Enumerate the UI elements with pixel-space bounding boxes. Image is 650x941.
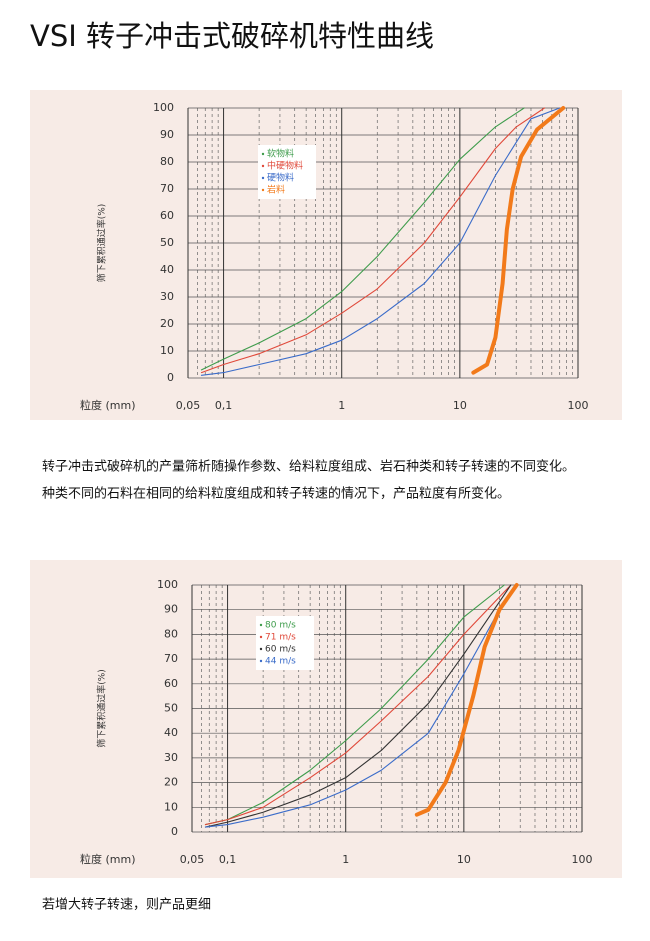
legend-marker [261,188,265,192]
x-tick-label: 0,05 [176,399,201,412]
y-tick-label: 20 [160,317,174,330]
y-axis-label: 筛下累积通过率(%) [96,204,108,283]
x-tick-label: 0,05 [180,853,205,866]
data-line [200,107,525,371]
x-tick-label: 10 [457,853,471,866]
chart-panel [30,560,622,878]
x-axis-label: 粒度 (mm) [80,398,136,412]
data-line [204,584,512,828]
data-line [204,584,512,826]
x-tick-label: 1 [342,853,349,866]
legend-marker [259,635,263,639]
data-line [414,583,519,817]
caption-line: 若增大转子转速，则产品更细 [42,897,211,913]
y-tick-label: 80 [164,627,178,640]
y-tick-label: 30 [160,290,174,303]
y-tick-label: 90 [164,603,178,616]
legend-marker [261,176,265,180]
legend-label: 硬物料 [267,172,294,184]
data-line [204,584,518,828]
y-tick-label: 60 [160,209,174,222]
legend-label: 80 m/s [265,621,296,631]
y-tick-label: 40 [164,726,178,739]
x-tick-label: 10 [453,399,467,412]
x-tick-label: 100 [572,853,593,866]
caption-line: 种类不同的石料在相同的给料粒度组成和转子转速的情况下，产品粒度有所变化。 [42,486,510,502]
legend-label: 软物料 [267,148,294,160]
data-line [200,107,545,374]
data-line [471,106,566,375]
y-tick-label: 30 [164,751,178,764]
legend-marker [259,647,263,651]
y-tick-label: 0 [171,825,178,838]
legend-box [258,145,316,199]
y-tick-label: 20 [164,776,178,789]
x-tick-label: 100 [568,399,589,412]
y-tick-label: 80 [160,155,174,168]
y-tick-label: 70 [160,182,174,195]
x-tick-label: 0,1 [219,853,237,866]
legend-label: 中硬物料 [267,160,303,172]
caption-line: 转子冲击式破碎机的产量筛析随操作参数、给料粒度组成、岩石种类和转子转速的不同变化… [42,459,575,475]
legend-label: 60 m/s [265,645,296,655]
legend-marker [261,164,265,168]
data-line [204,584,505,826]
data-line [200,107,561,376]
legend-marker [259,659,263,663]
y-tick-label: 10 [160,344,174,357]
x-tick-label: 0,1 [215,399,233,412]
legend-label: 71 m/s [265,633,296,643]
y-tick-label: 0 [167,371,174,384]
y-axis-label: 筛下累积通过率(%) [96,669,108,748]
y-tick-label: 60 [164,677,178,690]
y-tick-label: 70 [164,652,178,665]
legend-box [256,616,314,670]
x-tick-label: 1 [338,399,345,412]
legend-marker [259,623,263,627]
x-axis-label: 粒度 (mm) [80,852,136,866]
legend-marker [261,152,265,156]
y-tick-label: 50 [160,236,174,249]
page-title: VSI 转子冲击式破碎机特性曲线 [30,19,434,53]
y-tick-label: 40 [160,263,174,276]
legend-label: 44 m/s [265,657,296,667]
legend-label: 岩料 [267,184,285,196]
y-tick-label: 100 [157,578,178,591]
y-tick-label: 10 [164,800,178,813]
y-tick-label: 100 [153,101,174,114]
y-tick-label: 90 [160,128,174,141]
y-tick-label: 50 [164,702,178,715]
chart-panel [30,90,622,420]
